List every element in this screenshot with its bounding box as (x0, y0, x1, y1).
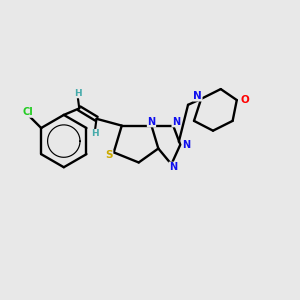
Text: N: N (193, 91, 202, 101)
Text: Cl: Cl (22, 107, 33, 117)
Text: N: N (169, 162, 177, 172)
Text: H: H (74, 89, 82, 98)
Text: N: N (172, 117, 180, 127)
Text: O: O (241, 95, 250, 105)
Text: H: H (91, 130, 99, 139)
Text: S: S (105, 150, 113, 160)
Text: N: N (147, 117, 155, 127)
Text: N: N (182, 140, 190, 150)
